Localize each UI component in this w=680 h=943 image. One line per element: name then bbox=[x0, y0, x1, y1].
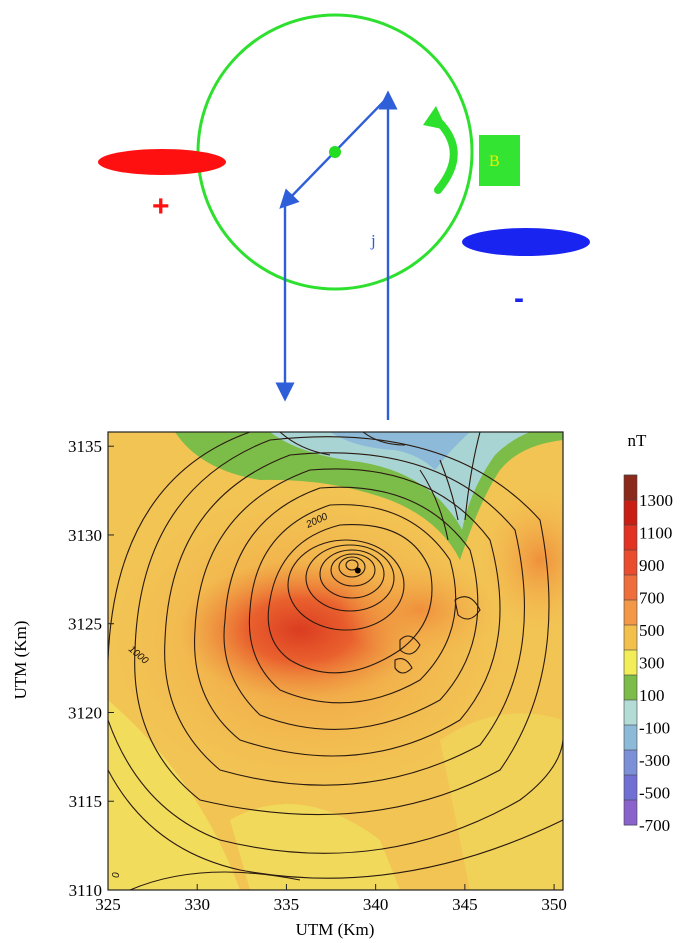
colorbar-label: -300 bbox=[639, 751, 670, 770]
field-label: B bbox=[489, 153, 500, 170]
colorbar-swatch bbox=[624, 775, 637, 801]
y-tick-label: 3130 bbox=[68, 526, 102, 545]
map-frame bbox=[107, 431, 564, 891]
colorbar-swatch bbox=[624, 600, 637, 626]
current-path bbox=[275, 90, 398, 420]
colorbar-swatch bbox=[624, 500, 637, 526]
y-axis-title: UTM (Km) bbox=[11, 621, 30, 700]
x-tick-label: 335 bbox=[274, 895, 300, 914]
colorbar-frame bbox=[623, 474, 638, 826]
colorbar-label: -700 bbox=[639, 816, 670, 835]
field-box bbox=[479, 135, 520, 186]
pivot-dot bbox=[329, 146, 341, 158]
colorbar-swatch bbox=[624, 625, 637, 651]
magnetization-diagram: + - j B bbox=[98, 13, 590, 420]
negative-charge-ellipse bbox=[462, 228, 590, 256]
field-rotation-arrow bbox=[423, 106, 458, 194]
colorbar-swatch bbox=[624, 525, 637, 551]
colorbar-swatch bbox=[624, 475, 637, 501]
colorbar-label: 900 bbox=[639, 556, 665, 575]
colorbar-unit: nT bbox=[628, 431, 648, 450]
colorbar-swatch bbox=[624, 800, 637, 826]
x-tick-label: 345 bbox=[452, 895, 478, 914]
y-tick-label: 3135 bbox=[68, 437, 102, 456]
y-tick-label: 3110 bbox=[69, 881, 102, 900]
y-axis: 3135 3130 3125 3120 3115 3110 bbox=[68, 437, 114, 900]
colorbar-swatch bbox=[624, 675, 637, 701]
x-tick-label: 350 bbox=[541, 895, 567, 914]
x-axis-title: UTM (Km) bbox=[296, 920, 375, 939]
colorbar-label: 700 bbox=[639, 589, 665, 608]
contour-label-0: 0 bbox=[109, 872, 120, 878]
colorbar-label: 500 bbox=[639, 621, 665, 640]
colorbar-label: 1300 bbox=[639, 491, 673, 510]
magnetic-anomaly-map: 2000 1000 0 0 325 330 335 340 345 350 3135313… bbox=[11, 431, 567, 939]
colorbar-swatches bbox=[623, 474, 638, 826]
colorbar: nT 1300 1100 900 700 500 300 100 -100 -300 -500 -7… bbox=[623, 431, 673, 835]
colorbar-label: -100 bbox=[639, 719, 670, 738]
colorbar-label: 1100 bbox=[639, 524, 672, 543]
y-tick-label: 3115 bbox=[69, 792, 102, 811]
yellow-lowlands bbox=[108, 700, 240, 890]
colorbar-label: 300 bbox=[639, 654, 665, 673]
topographic-contours bbox=[108, 432, 563, 890]
y-tick-label: 3125 bbox=[68, 615, 102, 634]
minus-sign: - bbox=[514, 282, 524, 315]
current-label: j bbox=[370, 231, 376, 250]
colorbar-swatch bbox=[624, 550, 637, 576]
colorbar-swatch bbox=[624, 575, 637, 601]
colorbar-swatch bbox=[624, 700, 637, 726]
colorbar-labels: 1300 1100 900 700 500 300 100 -100 -300 -500 -700 bbox=[639, 491, 673, 835]
colorbar-label: 100 bbox=[639, 686, 665, 705]
colorbar-label: -500 bbox=[639, 784, 670, 803]
positive-charge-ellipse bbox=[98, 149, 226, 175]
colorbar-swatch bbox=[624, 650, 637, 676]
x-tick-label: 325 bbox=[95, 895, 121, 914]
colorbar-swatch bbox=[624, 750, 637, 776]
peak-marker bbox=[354, 567, 361, 574]
plus-sign: + bbox=[152, 190, 170, 223]
x-tick-label: 330 bbox=[184, 895, 210, 914]
negative-anomaly-blue bbox=[270, 432, 530, 530]
x-axis: 325 330 335 340 345 350 bbox=[95, 884, 567, 914]
colorbar-swatch bbox=[624, 725, 637, 751]
x-tick-label: 340 bbox=[363, 895, 389, 914]
y-tick-label: 3120 bbox=[68, 703, 102, 722]
